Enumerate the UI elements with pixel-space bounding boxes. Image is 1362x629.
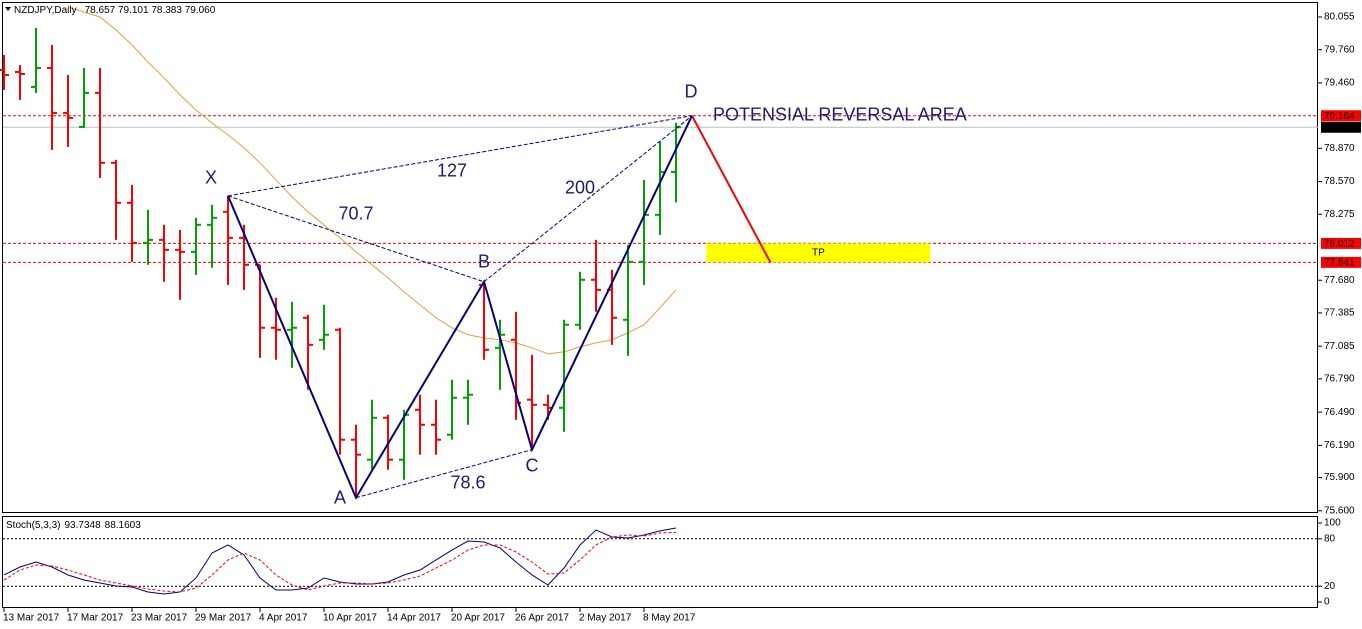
x-tick-label: 17 Mar 2017 <box>67 613 124 624</box>
oscillator-tick-label: 20 <box>1324 581 1336 592</box>
oscillator-main-value: 93.7348 <box>64 520 101 531</box>
x-tick-label: 14 Apr 2017 <box>387 613 441 624</box>
annotation: POTENSIAL REVERSAL AREA <box>713 104 967 124</box>
oscillator-name: Stoch(5,3,3) <box>6 520 60 531</box>
pattern-point-label: X <box>205 168 217 188</box>
price-label: 77.841 <box>1324 258 1355 269</box>
oscillator-panel-frame <box>2 516 1318 608</box>
price-label: 78.012 <box>1324 239 1355 250</box>
pattern-point-label: C <box>526 455 539 475</box>
moving-average <box>67 6 677 355</box>
oscillator-header: Stoch(5,3,3) 93.7348 88.1603 <box>6 520 141 531</box>
y-tick-label: 77.385 <box>1324 308 1355 319</box>
price-label-box <box>1321 256 1361 268</box>
oscillator-tick-label: 100 <box>1324 518 1341 529</box>
header-arrow <box>5 7 11 11</box>
ratio-line <box>355 449 533 499</box>
ratio-line <box>483 115 693 283</box>
pattern-point-label: A <box>334 487 346 507</box>
x-tick-label: 13 Mar 2017 <box>3 613 60 624</box>
y-tick-label: 75.600 <box>1324 505 1355 516</box>
oscillator-tick-label: 0 <box>1324 597 1330 608</box>
price-label-box <box>1321 121 1361 133</box>
oscillator-line <box>3 531 677 593</box>
price-label: 79.060 <box>1324 122 1355 133</box>
x-tick-label: 2 May 2017 <box>579 613 632 624</box>
ratio-line <box>227 115 693 197</box>
y-tick-label: 77.085 <box>1324 341 1355 352</box>
ratio-label: 70.7 <box>338 204 373 224</box>
ratio-label: 127 <box>437 161 467 181</box>
projection-line <box>691 115 772 263</box>
oscillator-tick-label: 80 <box>1324 533 1336 544</box>
y-tick-label: 75.900 <box>1324 472 1355 483</box>
y-tick-label: 80.055 <box>1324 12 1355 23</box>
tp-label: TP <box>812 248 825 259</box>
back-layer <box>3 6 1318 587</box>
ratio-line <box>227 195 485 283</box>
y-tick-label: 76.790 <box>1324 374 1355 385</box>
y-tick-label: 78.275 <box>1324 209 1355 220</box>
ratio-label: 78.6 <box>450 472 485 492</box>
axis-layer: 80.055 79.760 79.460 78.870 78.570 78.275 77.6… <box>3 12 1361 624</box>
y-tick-label: 78.570 <box>1324 176 1355 187</box>
price-label-box <box>1321 110 1361 122</box>
x-tick-label: 29 Mar 2017 <box>195 613 252 624</box>
y-tick-label: 79.760 <box>1324 44 1355 55</box>
symbol: NZDJPY,Daily <box>14 5 77 16</box>
x-tick-label: 10 Apr 2017 <box>323 613 377 624</box>
y-tick-label: 78.870 <box>1324 143 1355 154</box>
price-label: 79.164 <box>1324 111 1355 122</box>
y-tick-label: 76.490 <box>1324 407 1355 418</box>
main-panel-frame <box>2 2 1318 513</box>
pattern-point-label: B <box>478 252 490 272</box>
y-tick-label: 77.680 <box>1324 275 1355 286</box>
y-tick-label: 79.460 <box>1324 78 1355 89</box>
x-tick-label: 23 Mar 2017 <box>131 613 188 624</box>
x-tick-label: 26 Apr 2017 <box>515 613 569 624</box>
x-tick-label: 20 Apr 2017 <box>451 613 505 624</box>
price-label-box <box>1321 237 1361 249</box>
y-tick-label: 76.190 <box>1324 440 1355 451</box>
pattern-line <box>227 115 693 500</box>
main-layer: TP 127 70.7 200 78.6 X A B C D POTENSIAL REVERSAL … <box>0 27 967 595</box>
oscillator-line <box>3 527 677 595</box>
oscillator-signal-value: 88.1603 <box>105 520 142 531</box>
quote: 78.657 79.101 78.383 79.060 <box>85 5 216 16</box>
chart-header: NZDJPY,Daily 78.657 79.101 78.383 79.060 <box>14 5 216 16</box>
ratio-label: 200 <box>565 178 595 198</box>
x-tick-label: 8 May 2017 <box>643 613 696 624</box>
x-tick-label: 4 Apr 2017 <box>259 613 308 624</box>
pattern-point-label: D <box>685 81 698 101</box>
